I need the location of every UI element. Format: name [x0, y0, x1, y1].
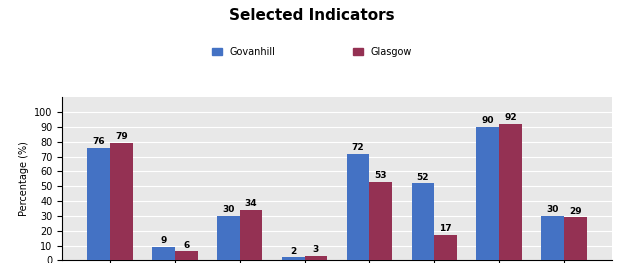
Text: 9: 9 [160, 236, 167, 245]
Bar [110, 143, 133, 260]
Bar [499, 124, 522, 260]
Bar [175, 251, 198, 260]
Text: Selected Indicators: Selected Indicators [229, 8, 395, 23]
Text: 3: 3 [313, 245, 319, 254]
Bar [217, 216, 240, 260]
Legend: Govanhill, Glasgow: Govanhill, Glasgow [212, 47, 412, 57]
Bar [369, 182, 392, 260]
Bar [564, 218, 587, 260]
Text: 90: 90 [482, 116, 494, 125]
Bar [541, 216, 564, 260]
Text: 6: 6 [183, 241, 189, 250]
Bar [347, 154, 369, 260]
Bar [87, 148, 110, 260]
Bar [152, 247, 175, 260]
Text: 52: 52 [417, 173, 429, 181]
Text: 2: 2 [290, 247, 296, 256]
Text: 29: 29 [569, 207, 582, 216]
Text: 92: 92 [504, 113, 517, 122]
Text: 79: 79 [115, 133, 128, 141]
Bar [476, 127, 499, 260]
Bar [240, 210, 263, 260]
Y-axis label: Percentage (%): Percentage (%) [19, 141, 29, 216]
Bar [434, 235, 457, 260]
Text: 30: 30 [222, 205, 235, 214]
Text: 34: 34 [245, 199, 257, 208]
Text: 17: 17 [439, 224, 452, 233]
Text: 30: 30 [547, 205, 558, 214]
Text: 72: 72 [352, 143, 364, 152]
Text: 53: 53 [374, 171, 387, 180]
Text: 76: 76 [92, 137, 105, 146]
Bar [282, 257, 305, 260]
Bar [305, 256, 327, 260]
Bar [411, 183, 434, 260]
